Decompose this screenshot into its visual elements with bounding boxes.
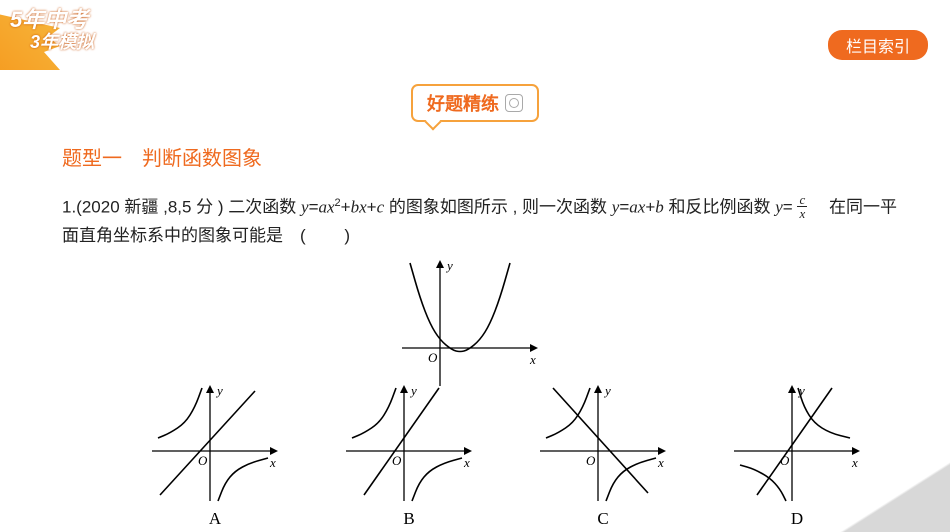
q-frac-d: x bbox=[797, 207, 807, 220]
option-graph-C: Ox y bbox=[538, 383, 668, 503]
q-frac-n: c bbox=[797, 193, 807, 207]
corner-decoration bbox=[840, 462, 950, 532]
q-a2: a bbox=[629, 198, 638, 217]
section-title: 题型一 判断函数图象 bbox=[62, 142, 910, 171]
svg-text:y: y bbox=[445, 258, 453, 273]
content-area: 题型一 判断函数图象 1.(2020 新疆 ,8,5 分 ) 二次函数 y=ax… bbox=[62, 142, 910, 250]
svg-text:O: O bbox=[428, 350, 438, 365]
q-p3: + bbox=[645, 198, 655, 217]
svg-text:x: x bbox=[269, 455, 276, 470]
q-b2: b bbox=[655, 198, 664, 217]
q-rec-y: y bbox=[775, 198, 783, 217]
option-graph-B: Ox y bbox=[344, 383, 474, 503]
main-parabola-graph: Ox y bbox=[400, 258, 540, 388]
option-graph-A: Ox y bbox=[150, 383, 280, 503]
q-prefix: 1.(2020 新疆 ,8,5 分 ) 二次函数 bbox=[62, 198, 301, 217]
svg-text:y: y bbox=[603, 383, 611, 398]
q-eq2: = bbox=[619, 198, 629, 217]
option-A[interactable]: Ox y A bbox=[150, 383, 280, 529]
option-label-D: D bbox=[791, 509, 803, 529]
svg-text:x: x bbox=[657, 455, 664, 470]
q-mid1: 的图象如图所示 , 则一次函数 bbox=[389, 198, 612, 217]
option-label-A: A bbox=[209, 509, 221, 529]
series-logo: 5年中考 3年模拟 bbox=[0, 0, 120, 70]
option-label-C: C bbox=[597, 509, 608, 529]
q-eq3: = bbox=[783, 198, 793, 217]
section-index-badge[interactable]: 栏目索引 bbox=[828, 30, 928, 60]
q-tail: 在同一平 bbox=[812, 198, 897, 217]
options-row: OxyAOxyBOxyCOxyD bbox=[150, 383, 862, 529]
q-p1: + bbox=[341, 198, 351, 217]
topic-badge-text: 好题精练 bbox=[427, 90, 499, 116]
svg-text:x: x bbox=[529, 352, 536, 367]
q-frac: cx bbox=[797, 193, 807, 220]
svg-text:y: y bbox=[215, 383, 223, 398]
q-mid2: 和反比例函数 bbox=[668, 198, 775, 217]
q-eq1: = bbox=[309, 198, 319, 217]
parabola-svg: Ox y bbox=[400, 258, 540, 388]
q-p2: + bbox=[367, 198, 377, 217]
svg-text:O: O bbox=[198, 453, 208, 468]
option-label-B: B bbox=[403, 509, 414, 529]
q-line2: 面直角坐标系中的图象可能是 ( ) bbox=[62, 226, 350, 245]
q-a1: a bbox=[319, 198, 328, 217]
q-x2: x bbox=[359, 198, 367, 217]
svg-text:O: O bbox=[392, 453, 402, 468]
option-B[interactable]: Ox y B bbox=[344, 383, 474, 529]
pencil-icon bbox=[505, 94, 523, 112]
topic-badge: 好题精练 bbox=[411, 84, 539, 122]
logo-line2: 3年模拟 bbox=[30, 28, 94, 54]
question-text: 1.(2020 新疆 ,8,5 分 ) 二次函数 y=ax2+bx+c 的图象如… bbox=[62, 189, 910, 250]
svg-text:x: x bbox=[463, 455, 470, 470]
q-c1: c bbox=[377, 198, 385, 217]
q-b1: b bbox=[351, 198, 360, 217]
q-x1: x bbox=[327, 198, 335, 217]
q-quad-y: y bbox=[301, 198, 309, 217]
svg-text:O: O bbox=[586, 453, 596, 468]
svg-text:y: y bbox=[409, 383, 417, 398]
option-C[interactable]: Ox y C bbox=[538, 383, 668, 529]
